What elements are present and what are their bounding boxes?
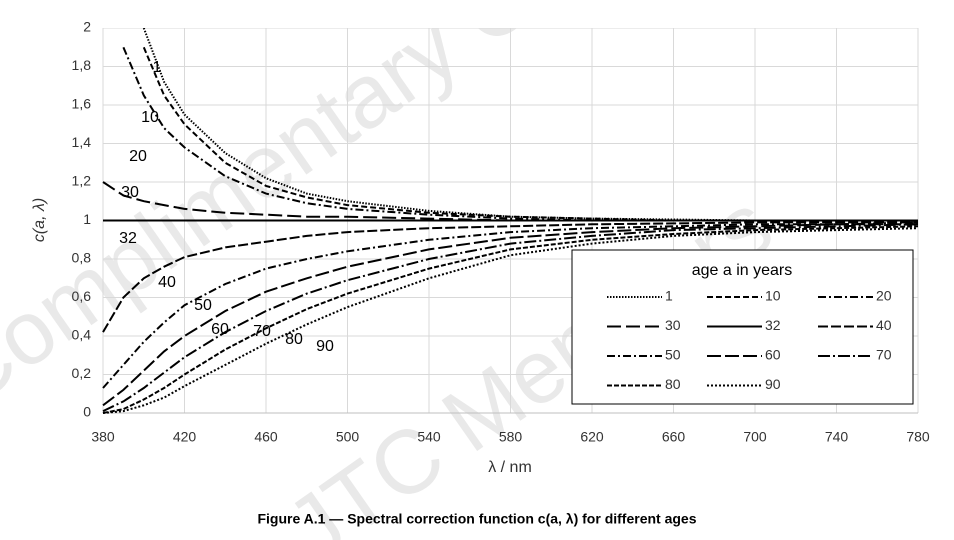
y-tick-label: 0,4	[72, 327, 92, 343]
y-tick-label: 0,6	[72, 288, 92, 304]
y-axis-label: c(a, λ)	[31, 198, 48, 242]
legend-label: 40	[876, 317, 892, 333]
legend-title: age a in years	[692, 262, 793, 279]
curve-label: 32	[119, 230, 137, 247]
curve-label: 50	[194, 297, 212, 314]
curve-label: 1	[153, 59, 162, 76]
x-tick-label: 460	[254, 429, 278, 445]
series-line	[102, 225, 919, 414]
legend-label: 1	[665, 288, 673, 304]
curve-label: 80	[285, 331, 303, 348]
legend-label: 30	[665, 317, 681, 333]
series-line	[102, 223, 918, 407]
x-tick-label: 660	[662, 429, 686, 445]
x-tick-label: 420	[173, 429, 197, 445]
x-tick-label: 780	[906, 429, 930, 445]
curve-label: 20	[129, 148, 147, 165]
legend-label: 32	[765, 317, 781, 333]
curve-label: 90	[316, 338, 334, 355]
x-tick-label: 540	[417, 429, 441, 445]
x-tick-label: 740	[825, 429, 849, 445]
plot-mask-top	[101, 0, 920, 28]
series-line	[102, 223, 919, 413]
curve-label: 60	[211, 321, 229, 338]
series-line	[102, 221, 918, 333]
y-tick-label: 0,2	[72, 365, 92, 381]
y-tick-label: 1,8	[72, 57, 92, 73]
y-tick-label: 1,6	[72, 96, 92, 112]
legend-label: 80	[665, 376, 681, 392]
x-tick-label: 380	[91, 429, 115, 445]
y-tick-label: 0,8	[72, 250, 92, 266]
figure-caption: Figure A.1 — Spectral correction functio…	[257, 511, 696, 527]
legend-label: 60	[765, 347, 781, 363]
legend-label: 90	[765, 376, 781, 392]
series-line	[102, 227, 919, 414]
legend-label: 50	[665, 347, 681, 363]
series-line	[142, 27, 918, 222]
legend-label: 20	[876, 288, 892, 304]
curve-label: 30	[121, 184, 139, 201]
series-line	[102, 221, 919, 389]
y-tick-label: 0	[83, 404, 91, 420]
curve-label: 40	[158, 274, 176, 291]
legend-label: 10	[765, 288, 781, 304]
legend-label: 70	[876, 347, 892, 363]
x-axis-label: λ / nm	[488, 459, 532, 476]
lines	[102, 27, 919, 414]
y-tick-label: 2	[83, 19, 91, 35]
x-tick-label: 700	[743, 429, 767, 445]
y-tick-label: 1,2	[72, 173, 92, 189]
x-tick-label: 580	[499, 429, 523, 445]
y-tick-label: 1	[83, 211, 91, 227]
x-tick-label: 500	[336, 429, 360, 445]
curve-label: 70	[253, 323, 271, 340]
curve-label: 10	[141, 109, 159, 126]
x-tick-label: 620	[580, 429, 604, 445]
y-tick-label: 1,4	[72, 134, 92, 150]
